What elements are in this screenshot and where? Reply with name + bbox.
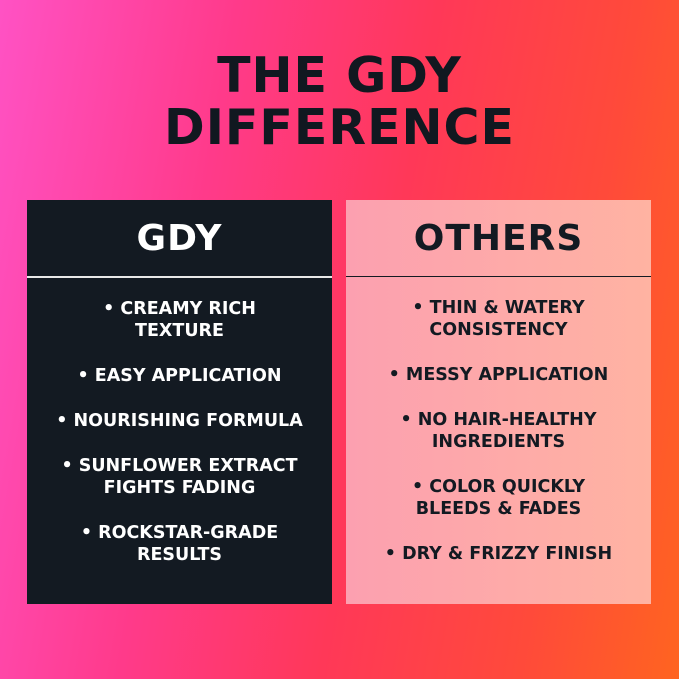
others-panel: OTHERS • THIN & WATERY CONSISTENCY • MES… [346, 200, 651, 604]
others-list: • THIN & WATERY CONSISTENCY • MESSY APPL… [346, 277, 651, 565]
list-item: • COLOR QUICKLY BLEEDS & FADES [411, 477, 586, 519]
divider [346, 276, 651, 277]
list-item: • THIN & WATERY CONSISTENCY [412, 298, 585, 340]
list-item: • NOURISHING FORMULA [56, 411, 303, 431]
list-item: • ROCKSTAR-GRADE RESULTS [80, 523, 279, 565]
list-item: • NO HAIR-HEALTHY INGREDIENTS [400, 410, 597, 452]
gdy-heading: GDY [136, 217, 223, 259]
gdy-panel: GDY • CREAMY RICH TEXTURE • EASY APPLICA… [27, 200, 332, 604]
list-item: • SUNFLOWER EXTRACT FIGHTS FADING [61, 456, 298, 498]
list-item: • CREAMY RICH TEXTURE [103, 299, 256, 341]
gdy-list: • CREAMY RICH TEXTURE • EASY APPLICATION… [27, 278, 332, 566]
page-title: THE GDY DIFFERENCE [164, 47, 515, 156]
divider [27, 276, 332, 278]
others-heading: OTHERS [413, 217, 584, 259]
list-item: • EASY APPLICATION [77, 366, 282, 386]
list-item: • DRY & FRIZZY FINISH [384, 544, 613, 564]
list-item: • MESSY APPLICATION [388, 365, 609, 385]
